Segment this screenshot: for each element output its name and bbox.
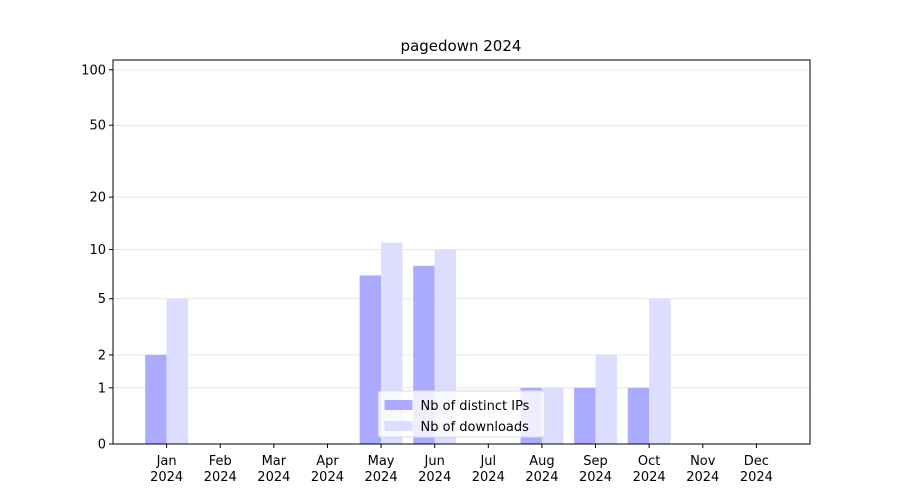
x-tick-label: Oct 2024 [633, 454, 666, 485]
x-tick-label: Dec 2024 [740, 454, 773, 485]
legend-box [378, 390, 545, 438]
x-tick-label: Apr 2024 [311, 454, 344, 485]
y-tick-label: 0 [98, 438, 106, 453]
plot-frame [112, 59, 811, 445]
bar [627, 387, 650, 444]
legend-label: Nb of downloads [421, 420, 530, 435]
x-tick-label: Sep 2024 [579, 454, 612, 485]
y-tick-label: 2 [98, 348, 106, 363]
y-tick-label: 10 [89, 243, 106, 258]
x-tick-label: Feb 2024 [204, 454, 237, 485]
legend-swatch [384, 400, 413, 410]
bar [595, 354, 617, 444]
x-tick-label: Jun 2024 [418, 454, 451, 485]
chart-title: pagedown 2024 [401, 37, 522, 55]
y-tick-label: 5 [98, 292, 106, 307]
x-tick-label: Jan 2024 [150, 454, 183, 485]
y-tick-label: 1 [98, 381, 106, 396]
bar [574, 387, 596, 444]
bar [541, 387, 564, 444]
y-tick-label: 50 [89, 119, 106, 134]
bar [166, 298, 189, 444]
bar [145, 354, 167, 444]
legend-swatch [384, 421, 413, 431]
x-tick-label: Mar 2024 [257, 454, 290, 485]
bar [359, 275, 382, 444]
x-tick-label: Nov 2024 [686, 454, 719, 485]
x-tick-label: Jul 2024 [472, 454, 505, 485]
legend-label: Nb of distinct IPs [421, 399, 530, 414]
y-tick-label: 20 [89, 191, 106, 206]
bar [649, 298, 671, 444]
x-tick-label: Aug 2024 [525, 454, 558, 485]
x-tick-label: May 2024 [365, 454, 398, 485]
y-tick-label: 100 [81, 63, 106, 78]
